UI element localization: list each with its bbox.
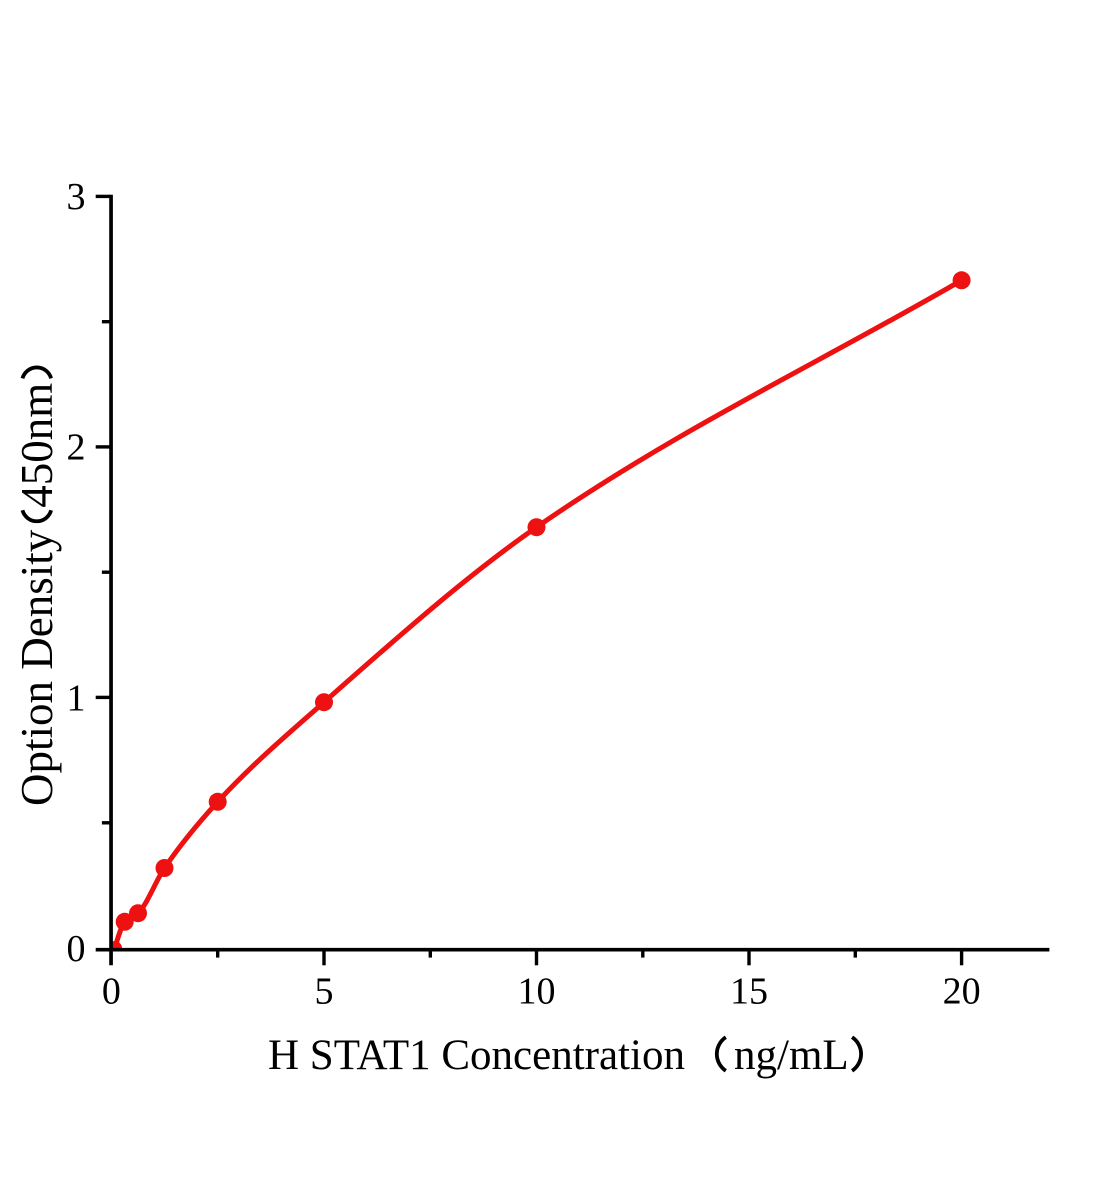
- svg-text:0: 0: [102, 971, 121, 1013]
- svg-text:1: 1: [67, 677, 86, 719]
- svg-text:20: 20: [943, 971, 981, 1013]
- svg-text:2: 2: [67, 427, 86, 469]
- svg-text:0: 0: [67, 928, 86, 970]
- svg-text:10: 10: [518, 971, 556, 1013]
- svg-text:H STAT1 Concentration: H STAT1 Concentration: [268, 1032, 685, 1079]
- svg-text:450nm: 450nm: [12, 383, 62, 508]
- svg-text:3: 3: [67, 176, 86, 218]
- svg-text:ng/mL: ng/mL: [734, 1032, 849, 1079]
- svg-text:5: 5: [315, 971, 334, 1013]
- svg-text:15: 15: [730, 971, 768, 1013]
- svg-text:Option Density: Option Density: [12, 529, 62, 806]
